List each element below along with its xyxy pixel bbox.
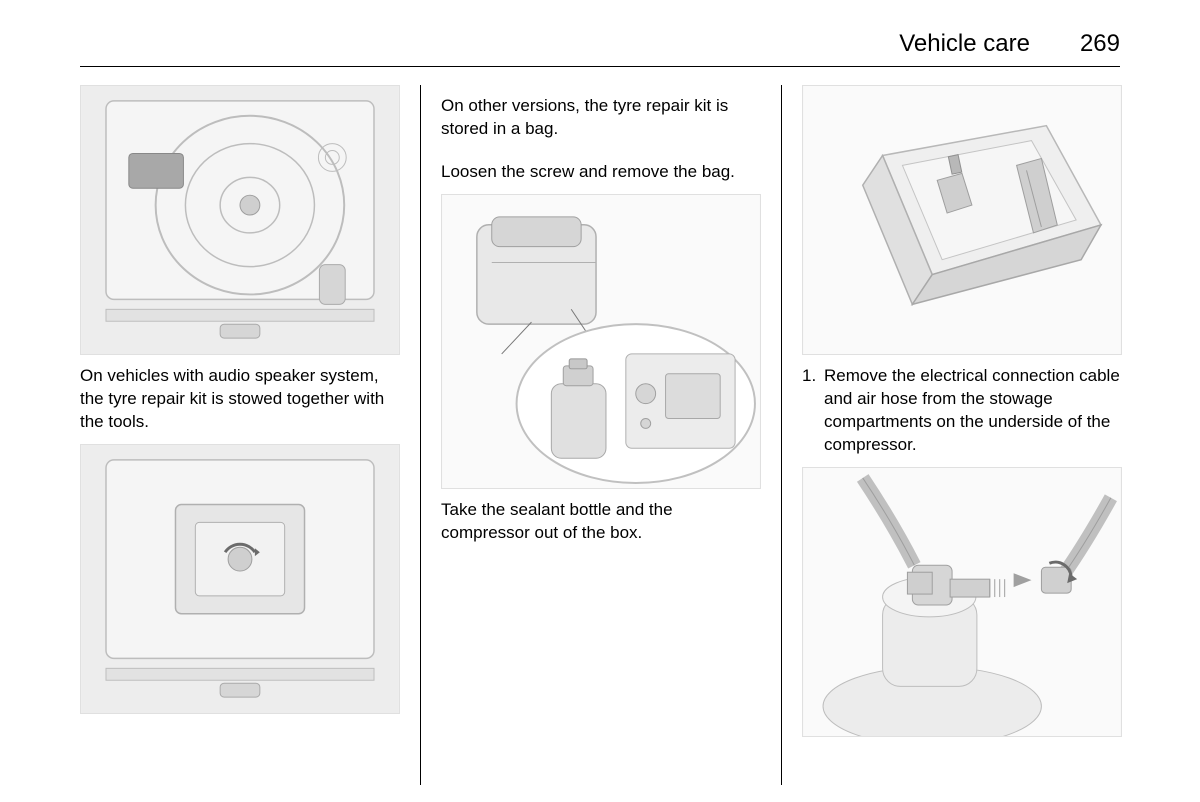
figure-trunk-tool-storage [80, 85, 400, 355]
figure-compressor-underside [802, 85, 1122, 355]
chapter-title: Vehicle care [899, 30, 1030, 58]
col1-text1: On vehicles with audio speaker system, t… [80, 365, 400, 434]
col2-text1: On other versions, the tyre repair kit i… [441, 95, 761, 141]
step-number: 1. [802, 365, 816, 388]
column-3: 1. Remove the electrical connection cabl… [782, 85, 1122, 785]
page-header: Vehicle care 269 [80, 30, 1120, 67]
figure-hose-to-valve [802, 467, 1122, 737]
content-area: On vehicles with audio speaker system, t… [80, 85, 1120, 785]
column-2: On other versions, the tyre repair kit i… [421, 85, 782, 785]
step-text: Remove the electrical connection cable a… [824, 366, 1120, 454]
page-number: 269 [1080, 30, 1120, 58]
column-1: On vehicles with audio speaker system, t… [80, 85, 421, 785]
col2-text2: Loosen the screw and remove the bag. [441, 161, 761, 184]
col3-step1: 1. Remove the electrical connection cabl… [802, 365, 1122, 457]
figure-kit-box-trunk [80, 444, 400, 714]
figure-bag-sealant-compressor [441, 194, 761, 489]
col2-text3: Take the sealant bottle and the compress… [441, 499, 761, 545]
